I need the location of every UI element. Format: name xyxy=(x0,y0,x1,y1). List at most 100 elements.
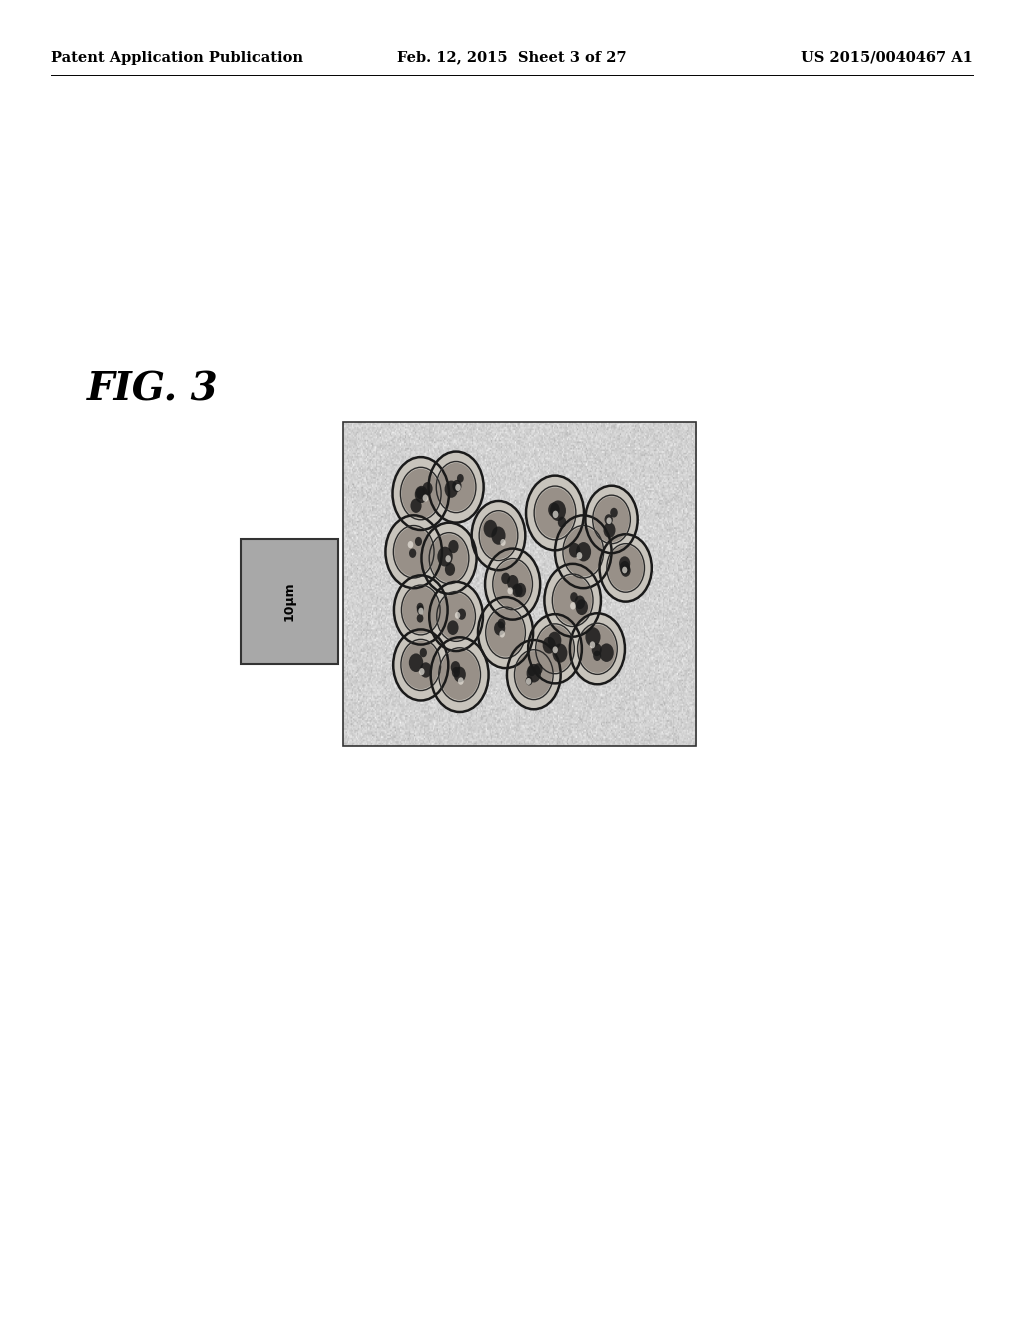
Circle shape xyxy=(417,614,423,623)
Circle shape xyxy=(604,515,613,525)
Circle shape xyxy=(452,667,460,677)
Circle shape xyxy=(577,543,591,561)
Circle shape xyxy=(455,612,460,619)
Circle shape xyxy=(579,624,616,673)
Circle shape xyxy=(543,636,556,653)
Circle shape xyxy=(478,597,534,668)
Circle shape xyxy=(553,576,592,626)
Text: 10μm: 10μm xyxy=(283,581,296,622)
Circle shape xyxy=(606,517,611,524)
Circle shape xyxy=(558,516,566,528)
Circle shape xyxy=(409,549,417,558)
Circle shape xyxy=(507,640,561,709)
Circle shape xyxy=(454,667,466,682)
Text: US 2015/0040467 A1: US 2015/0040467 A1 xyxy=(801,50,973,65)
Circle shape xyxy=(501,573,510,585)
Circle shape xyxy=(528,614,582,684)
Circle shape xyxy=(569,543,581,557)
Circle shape xyxy=(623,566,628,573)
Circle shape xyxy=(590,642,595,648)
Circle shape xyxy=(492,527,506,545)
Circle shape xyxy=(416,487,425,499)
Circle shape xyxy=(411,499,422,513)
Circle shape xyxy=(451,661,460,673)
Circle shape xyxy=(419,607,424,615)
Circle shape xyxy=(564,527,602,577)
Circle shape xyxy=(526,678,531,685)
Circle shape xyxy=(415,537,422,546)
Circle shape xyxy=(394,527,433,577)
Circle shape xyxy=(620,556,630,570)
Circle shape xyxy=(570,593,578,602)
Circle shape xyxy=(457,474,464,483)
Text: FIG. 3: FIG. 3 xyxy=(87,371,219,408)
Circle shape xyxy=(419,668,425,675)
Circle shape xyxy=(603,523,615,537)
Circle shape xyxy=(525,676,532,685)
Circle shape xyxy=(610,508,617,517)
Circle shape xyxy=(508,587,513,594)
Circle shape xyxy=(430,535,468,582)
Circle shape xyxy=(536,487,574,539)
Circle shape xyxy=(555,515,611,589)
Circle shape xyxy=(385,515,442,589)
Circle shape xyxy=(599,535,652,602)
Circle shape xyxy=(423,482,432,495)
Circle shape xyxy=(550,500,566,521)
Bar xyxy=(343,422,696,746)
Circle shape xyxy=(621,564,631,577)
Circle shape xyxy=(458,677,464,685)
Circle shape xyxy=(444,480,458,498)
Circle shape xyxy=(420,663,432,677)
Circle shape xyxy=(494,560,531,609)
Circle shape xyxy=(512,583,522,597)
Circle shape xyxy=(437,463,475,511)
Circle shape xyxy=(500,631,505,638)
Circle shape xyxy=(494,622,505,635)
Circle shape xyxy=(456,484,461,491)
Circle shape xyxy=(592,643,602,656)
Circle shape xyxy=(586,627,600,647)
Circle shape xyxy=(408,541,414,548)
Circle shape xyxy=(577,552,583,560)
Circle shape xyxy=(548,632,561,649)
Bar xyxy=(241,539,338,664)
Circle shape xyxy=(570,602,575,610)
Text: Feb. 12, 2015  Sheet 3 of 27: Feb. 12, 2015 Sheet 3 of 27 xyxy=(397,50,627,65)
Circle shape xyxy=(393,630,449,701)
Circle shape xyxy=(437,546,453,566)
Circle shape xyxy=(401,469,440,519)
Circle shape xyxy=(575,599,588,615)
Circle shape xyxy=(420,648,427,657)
Circle shape xyxy=(553,647,558,653)
Circle shape xyxy=(453,480,462,492)
Circle shape xyxy=(417,606,424,615)
Circle shape xyxy=(472,502,525,570)
Circle shape xyxy=(486,609,524,657)
Circle shape xyxy=(422,523,476,594)
Circle shape xyxy=(417,603,424,611)
Circle shape xyxy=(527,667,536,676)
Circle shape xyxy=(485,549,541,619)
Circle shape xyxy=(409,653,423,672)
Circle shape xyxy=(440,649,479,700)
Circle shape xyxy=(429,582,483,651)
Circle shape xyxy=(620,561,630,574)
Circle shape xyxy=(423,495,428,502)
Circle shape xyxy=(553,643,567,663)
Circle shape xyxy=(394,576,447,644)
Text: Patent Application Publication: Patent Application Publication xyxy=(51,50,303,65)
Circle shape xyxy=(507,576,518,590)
Circle shape xyxy=(444,562,455,576)
Circle shape xyxy=(515,583,526,598)
Circle shape xyxy=(599,643,613,661)
Circle shape xyxy=(574,595,585,610)
Circle shape xyxy=(569,614,625,684)
Circle shape xyxy=(428,451,483,523)
Circle shape xyxy=(480,512,517,560)
Circle shape xyxy=(501,539,506,546)
Circle shape xyxy=(526,664,541,682)
Circle shape xyxy=(402,640,439,689)
Circle shape xyxy=(458,609,466,620)
Circle shape xyxy=(553,511,558,517)
